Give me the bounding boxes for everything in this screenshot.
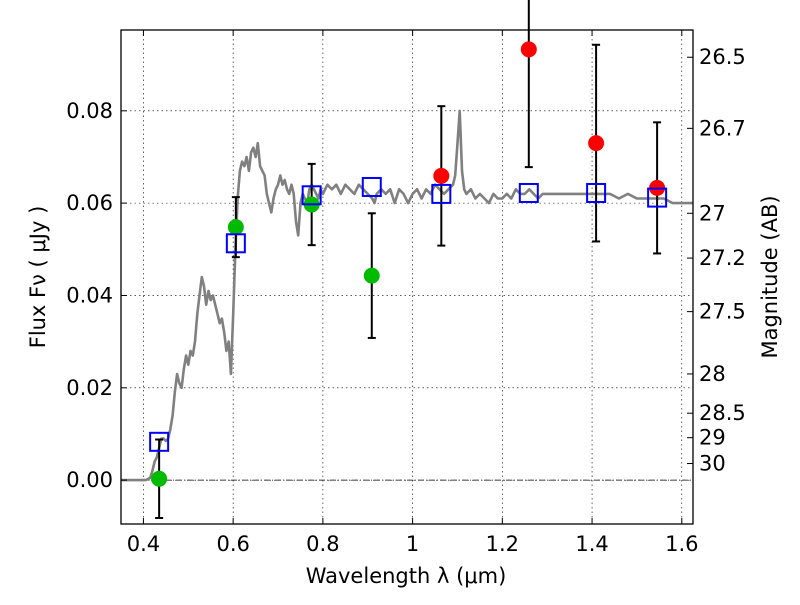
x-tick-label: 1.4	[575, 532, 608, 556]
y-tick-label: 0.00	[66, 468, 113, 492]
model-flux-square	[301, 185, 322, 206]
x-tick-label: 1.2	[486, 532, 519, 556]
ticks-layer: 0.4 0.6 0.8 1 1.2 1.4 1.6 0.00 0.02 0.04 0.06 0.08 2…	[66, 30, 746, 556]
model-flux-square	[647, 187, 668, 208]
right-tick-label: 27	[699, 201, 726, 225]
green-data-point	[151, 470, 168, 487]
red-data-point	[588, 135, 605, 152]
plot-frame	[120, 29, 694, 525]
x-axis-title: Wavelength λ (μm)	[306, 564, 507, 588]
red-data-point	[520, 41, 537, 58]
right-tick-label: 28.5	[699, 401, 746, 425]
model-flux-square	[149, 431, 170, 452]
model-flux-square	[518, 182, 539, 203]
right-tick-label: 29	[699, 426, 726, 450]
y-tick-label: 0.08	[66, 99, 113, 123]
x-tick-label: 0.8	[306, 532, 339, 556]
y-tick-label: 0.04	[66, 283, 113, 307]
model-flux-square	[586, 182, 607, 203]
x-tick-label: 0.4	[127, 532, 160, 556]
model-flux-square	[431, 183, 452, 204]
right-tick-label: 26.5	[699, 45, 746, 69]
green-data-point	[363, 267, 380, 284]
model-flux-square	[361, 176, 382, 197]
y-tick-label: 0.02	[66, 376, 113, 400]
x-tick-label: 0.6	[216, 532, 249, 556]
green-data-point	[227, 219, 244, 236]
grid-layer	[121, 30, 693, 524]
red-data-point	[433, 167, 450, 184]
y-axis-title: Flux Fν ( μJy )	[26, 206, 50, 349]
x-tick-label: 1	[406, 532, 419, 556]
x-tick-label: 1.6	[665, 532, 698, 556]
right-tick-label: 26.7	[699, 116, 746, 140]
right-tick-label: 28	[699, 362, 726, 386]
squares-layer	[149, 176, 668, 452]
right-tick-label: 27.5	[699, 300, 746, 324]
right-tick-label: 30	[699, 452, 726, 476]
model-flux-square	[225, 233, 246, 254]
right-axis-title: Magnitude (AB)	[758, 195, 782, 358]
right-tick-label: 27.2	[699, 246, 746, 270]
points-layer	[151, 41, 666, 487]
error-bars-layer	[155, 0, 662, 519]
y-tick-label: 0.06	[66, 191, 113, 215]
